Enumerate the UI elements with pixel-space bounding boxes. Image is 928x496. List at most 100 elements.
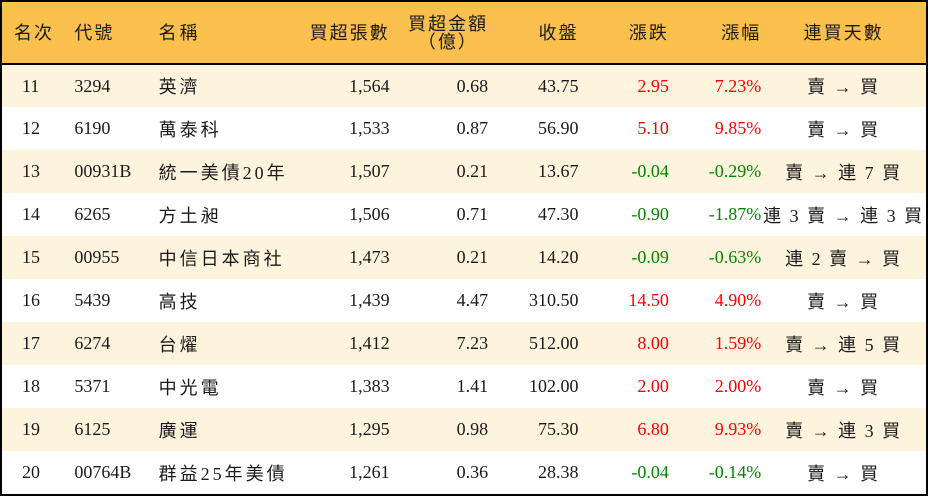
cell-change-pct: -0.29% bbox=[708, 161, 762, 181]
cell-rank: 13 bbox=[22, 161, 40, 181]
table-row: 12 6190 萬泰科 1,533 0.87 56.90 5.10 9.85% … bbox=[2, 107, 926, 150]
cell-name: 中光電 bbox=[158, 377, 222, 398]
cell-consecutive-buy-days: 賣 → 買 bbox=[807, 377, 881, 398]
cell-code: 5371 bbox=[74, 376, 111, 396]
cell-change-pct: 1.59% bbox=[714, 333, 762, 353]
cell-close: 28.38 bbox=[537, 462, 579, 482]
table-row: 20 00764B 群益25年美債 1,261 0.36 28.38 -0.04… bbox=[2, 451, 926, 494]
cell-consecutive-buy-days: 賣 → 買 bbox=[807, 119, 881, 140]
cell-change-pct: -0.14% bbox=[708, 462, 762, 482]
table-row: 13 00931B 統一美債20年 1,507 0.21 13.67 -0.04… bbox=[2, 150, 926, 193]
cell-change: 14.50 bbox=[628, 290, 669, 310]
cell-net-buy-lots: 1,473 bbox=[349, 247, 390, 267]
cell-name: 廣運 bbox=[158, 420, 201, 441]
cell-code: 00955 bbox=[74, 247, 120, 267]
table-row: 11 3294 英濟 1,564 0.68 43.75 2.95 7.23% 賣… bbox=[2, 64, 926, 107]
cell-name: 中信日本商社 bbox=[158, 248, 285, 269]
header-consecutive-buy-days: 連買天數 bbox=[803, 22, 884, 43]
cell-change: 8.00 bbox=[637, 333, 669, 353]
cell-change: -0.04 bbox=[631, 161, 669, 181]
table-header: 名次 代號 名稱 買超張數 買超金額 （億） 收盤 漲跌 漲幅 連買天數 bbox=[2, 2, 926, 64]
cell-consecutive-buy-days: 賣 → 連 5 買 bbox=[785, 334, 903, 355]
table-row: 14 6265 方土昶 1,506 0.71 47.30 -0.90 -1.87… bbox=[2, 193, 926, 236]
cell-net-buy-amount: 0.98 bbox=[456, 419, 489, 439]
cell-rank: 16 bbox=[22, 290, 40, 310]
cell-change: 6.80 bbox=[637, 419, 669, 439]
cell-consecutive-buy-days: 賣 → 連 3 買 bbox=[785, 420, 903, 441]
cell-close: 56.90 bbox=[537, 118, 579, 138]
cell-change-pct: 9.85% bbox=[714, 118, 762, 138]
cell-net-buy-lots: 1,295 bbox=[349, 419, 390, 439]
cell-name: 台燿 bbox=[158, 334, 201, 355]
cell-change: 2.00 bbox=[637, 376, 669, 396]
cell-net-buy-lots: 1,533 bbox=[349, 118, 390, 138]
cell-net-buy-lots: 1,439 bbox=[349, 290, 390, 310]
header-code: 代號 bbox=[74, 22, 115, 43]
cell-rank: 17 bbox=[22, 333, 40, 353]
table-row: 19 6125 廣運 1,295 0.98 75.30 6.80 9.93% 賣… bbox=[2, 408, 926, 451]
cell-code: 00931B bbox=[74, 161, 132, 181]
cell-name: 英濟 bbox=[158, 77, 201, 97]
header-net-buy-amount-unit: （億） bbox=[417, 31, 478, 52]
cell-net-buy-lots: 1,506 bbox=[349, 204, 390, 224]
cell-consecutive-buy-days: 連 3 賣 → 連 3 買 bbox=[763, 205, 925, 226]
cell-rank: 12 bbox=[22, 118, 40, 138]
header-net-buy-lots: 買超張數 bbox=[309, 22, 390, 43]
cell-code: 6274 bbox=[74, 333, 111, 353]
cell-net-buy-lots: 1,412 bbox=[349, 333, 390, 353]
cell-net-buy-amount: 0.87 bbox=[456, 118, 489, 138]
cell-change-pct: -0.63% bbox=[708, 247, 762, 267]
cell-rank: 15 bbox=[22, 247, 40, 267]
table-row: 15 00955 中信日本商社 1,473 0.21 14.20 -0.09 -… bbox=[2, 236, 926, 279]
cell-consecutive-buy-days: 賣 → 買 bbox=[807, 77, 881, 97]
cell-change-pct: -1.87% bbox=[708, 204, 762, 224]
cell-close: 13.67 bbox=[537, 161, 579, 181]
cell-change-pct: 2.00% bbox=[714, 376, 762, 396]
cell-change: -0.90 bbox=[631, 204, 669, 224]
header-name: 名稱 bbox=[158, 22, 201, 43]
cell-consecutive-buy-days: 賣 → 買 bbox=[807, 463, 881, 484]
cell-change: 5.10 bbox=[637, 118, 669, 138]
cell-consecutive-buy-days: 賣 → 連 7 買 bbox=[785, 162, 903, 183]
header-rank: 名次 bbox=[14, 22, 54, 43]
cell-name: 萬泰科 bbox=[158, 119, 222, 140]
cell-code: 6265 bbox=[74, 204, 111, 224]
cell-close: 47.30 bbox=[537, 204, 579, 224]
cell-close: 310.50 bbox=[528, 290, 579, 310]
cell-close: 75.30 bbox=[537, 419, 579, 439]
cell-change-pct: 9.93% bbox=[714, 419, 762, 439]
cell-code: 6125 bbox=[74, 419, 111, 439]
cell-net-buy-lots: 1,564 bbox=[349, 75, 390, 96]
cell-rank: 11 bbox=[22, 75, 40, 96]
header-net-buy-amount-line1: 買超金額 bbox=[408, 13, 489, 34]
cell-net-buy-lots: 1,507 bbox=[349, 161, 390, 181]
cell-rank: 14 bbox=[22, 204, 40, 224]
cell-code: 3294 bbox=[74, 75, 111, 96]
cell-change: -0.09 bbox=[631, 247, 669, 267]
cell-code: 5439 bbox=[74, 290, 111, 310]
cell-code: 6190 bbox=[74, 118, 111, 138]
cell-close: 102.00 bbox=[528, 376, 579, 396]
cell-change-pct: 7.23% bbox=[714, 75, 762, 96]
cell-change: -0.04 bbox=[631, 462, 669, 482]
table-row: 18 5371 中光電 1,383 1.41 102.00 2.00 2.00%… bbox=[2, 365, 926, 408]
cell-net-buy-amount: 0.21 bbox=[456, 247, 489, 267]
cell-net-buy-amount: 4.47 bbox=[456, 290, 489, 310]
cell-net-buy-amount: 0.36 bbox=[456, 462, 489, 482]
cell-change: 2.95 bbox=[637, 75, 669, 96]
header-close: 收盤 bbox=[538, 22, 579, 43]
header-row: 名次 代號 名稱 買超張數 買超金額 （億） 收盤 漲跌 漲幅 連買天數 bbox=[2, 2, 926, 64]
cell-consecutive-buy-days: 連 2 賣 → 買 bbox=[785, 248, 903, 269]
cell-name: 統一美債20年 bbox=[158, 162, 288, 183]
cell-name: 方土昶 bbox=[158, 205, 222, 226]
cell-name: 高技 bbox=[158, 291, 201, 312]
cell-net-buy-amount: 0.21 bbox=[456, 161, 489, 181]
cell-close: 512.00 bbox=[528, 333, 579, 353]
cell-net-buy-amount: 1.41 bbox=[456, 376, 489, 396]
cell-net-buy-lots: 1,261 bbox=[349, 462, 390, 482]
table-row: 16 5439 高技 1,439 4.47 310.50 14.50 4.90%… bbox=[2, 279, 926, 322]
header-net-buy-amount: 買超金額 （億） bbox=[390, 2, 488, 64]
cell-code: 00764B bbox=[74, 462, 132, 482]
cell-net-buy-amount: 7.23 bbox=[456, 333, 489, 353]
